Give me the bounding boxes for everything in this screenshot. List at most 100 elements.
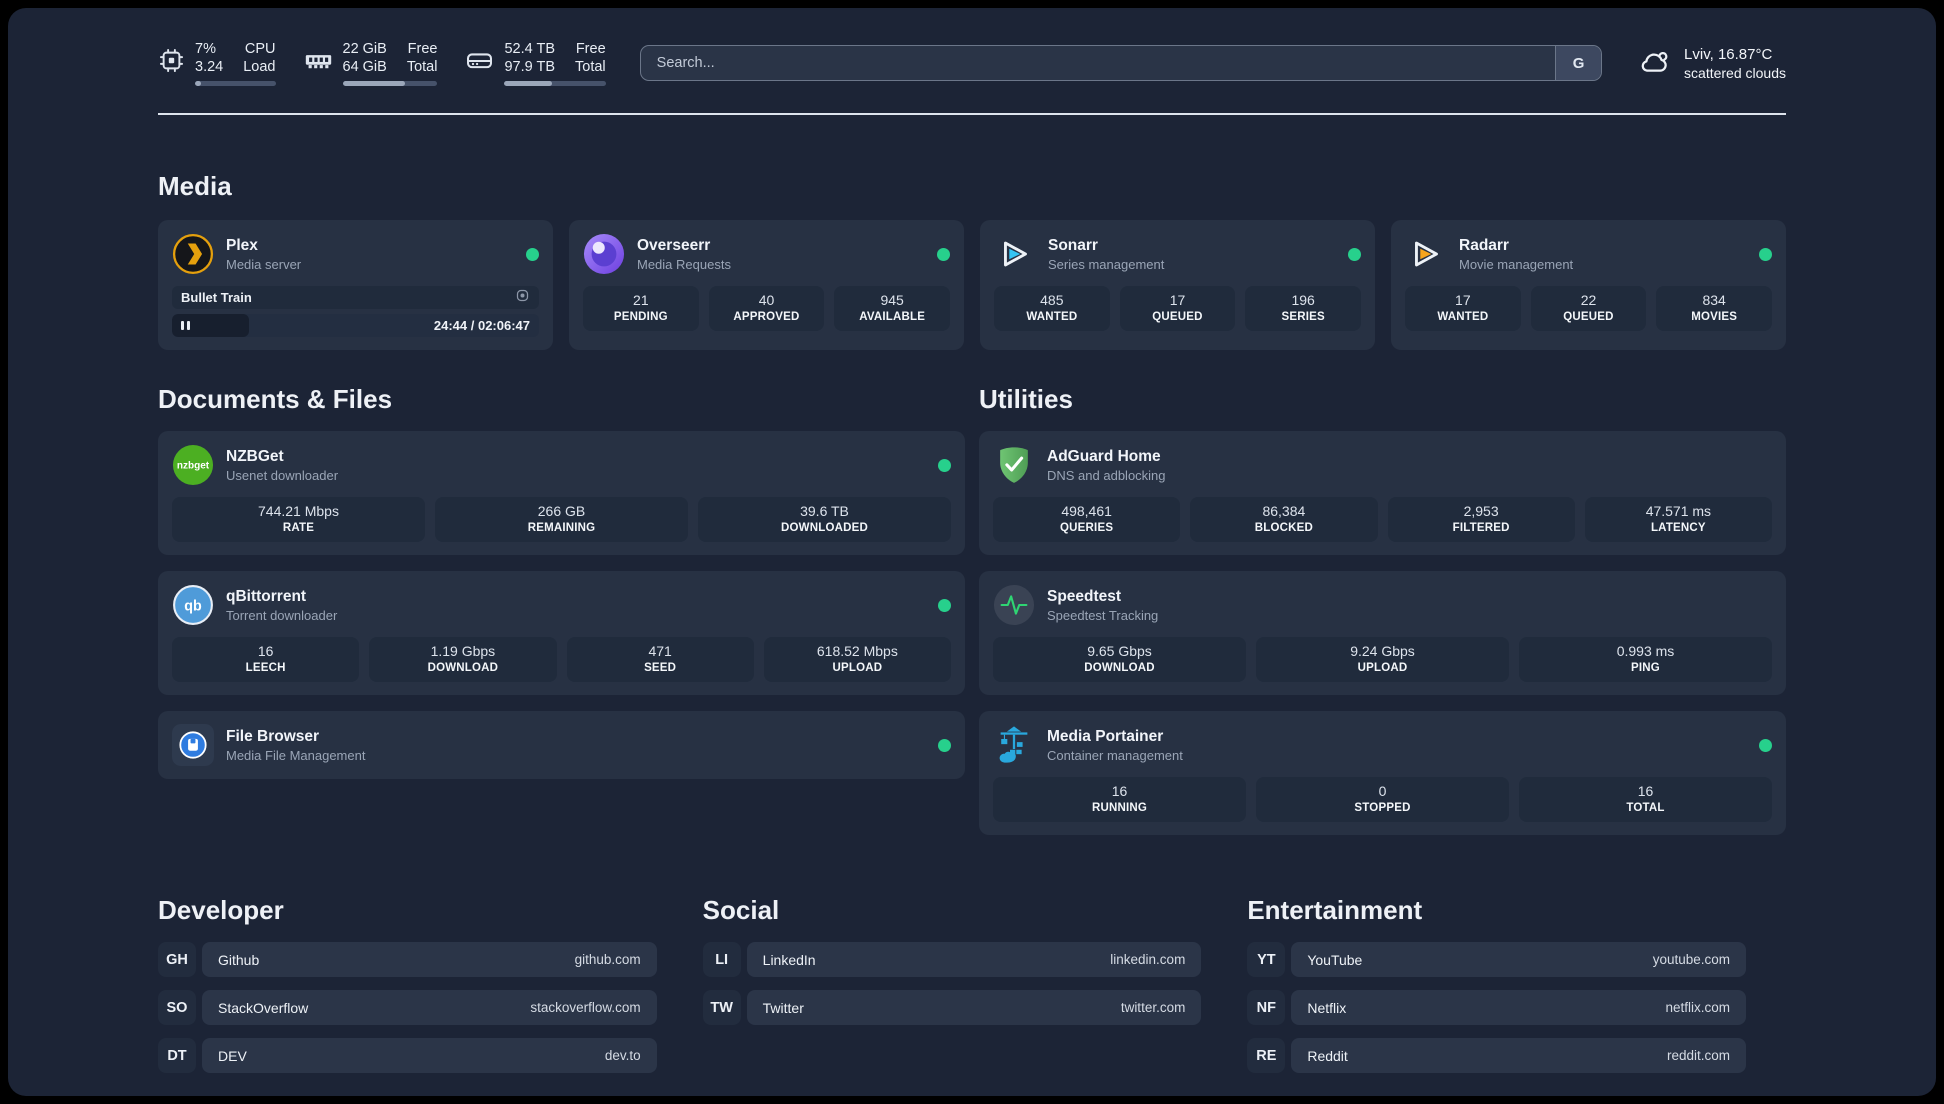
nzbget-app-link[interactable]: nzbget NZBGet Usenet downloader [172,444,938,486]
disk-total-value: 97.9 TB [504,59,556,75]
search-engine-button[interactable]: G [1555,46,1602,80]
stat-queued: 17 QUEUED [1119,286,1236,331]
bookmark-link-netflix[interactable]: NF Netflix netflix.com [1247,990,1746,1025]
disk-drive-icon [465,46,494,80]
bookmark-url: reddit.com [1666,1048,1730,1063]
memory-progress-fill [342,81,406,86]
portainer-card: Media Portainer Container management 16 … [979,711,1786,835]
adguard-card: AdGuard Home DNS and adblocking 498,461 … [979,431,1786,555]
memory-ram-icon [304,46,333,80]
memory-progress-bar [342,81,438,86]
app-title: qBittorrent [226,587,307,605]
app-title: Media Portainer [1047,727,1164,745]
memory-free-label: Free [407,41,438,57]
media-grid: Plex Media server Bullet Train [158,220,1786,350]
app-title: File Browser [226,727,320,745]
cpu-progress-bar [195,81,276,86]
weather-condition: scattered clouds [1684,64,1786,81]
memory-free-value: 22 GiB [342,41,387,57]
bookmark-name: YouTube [1307,951,1363,968]
plex-app-link[interactable]: Plex Media server [172,233,526,275]
cpu-usage-value: 7% [195,41,216,57]
stat-filtered: 2,953 FILTERED [1387,497,1575,542]
status-online-dot [938,458,951,472]
disk-free-label: Free [575,41,606,57]
app-subtitle: Media server [226,256,302,272]
disk-progress-bar [504,81,606,86]
stat-upload: 9.24 Gbps UPLOAD [1256,637,1509,682]
portainer-crane-icon [993,724,1035,766]
overseerr-app-link[interactable]: Overseerr Media Requests [583,233,937,275]
speedtest-pulse-icon [993,584,1035,626]
bookmark-link-twitter[interactable]: TW Twitter twitter.com [702,990,1202,1025]
adguard-app-link[interactable]: AdGuard Home DNS and adblocking [993,444,1772,486]
dashboard-panel: 7% 3.24 CPU Load [8,8,1936,1096]
app-title: Overseerr [637,236,711,254]
bookmark-group-developer: Developer GH Github github.com SO StackO… [158,895,657,1073]
bookmark-link-github[interactable]: GH Github github.com [158,942,657,977]
radarr-card: Radarr Movie management 17 WANTED 22 QUE… [1391,220,1786,350]
stat-wanted: 485 WANTED [994,286,1110,331]
disk-free-value: 52.4 TB [504,41,556,57]
bookmark-url: linkedin.com [1110,952,1186,967]
bookmark-link-stackoverflow[interactable]: SO StackOverflow stackoverflow.com [158,990,657,1025]
speedtest-app-link[interactable]: Speedtest Speedtest Tracking [993,584,1772,626]
speedtest-card: Speedtest Speedtest Tracking 9.65 Gbps D… [979,571,1786,695]
bookmark-link-youtube[interactable]: YT YouTube youtube.com [1247,942,1746,977]
stat-blocked: 86,384 BLOCKED [1190,497,1378,542]
disk-progress-fill [504,81,553,86]
disk-metric: 52.4 TB 97.9 TB Free Total [465,40,606,86]
top-bar: 7% 3.24 CPU Load [158,38,1786,88]
bookmark-url: twitter.com [1120,1000,1186,1015]
bookmark-group-title: Social [702,895,780,925]
stat-series: 196 SERIES [1245,286,1361,331]
sonarr-app-link[interactable]: Sonarr Series management [994,233,1348,275]
player-progress-bar: 24:44 / 02:06:47 [172,314,539,337]
section-title-documents: Documents & Files [158,384,393,414]
app-subtitle: Media Requests [637,256,731,272]
section-title-media: Media [158,171,232,201]
system-metrics: 7% 3.24 CPU Load [158,40,606,86]
sonarr-icon [994,233,1036,275]
bookmark-group-social: Social LI LinkedIn linkedin.com TW Twitt… [702,895,1202,1073]
bookmark-url: github.com [574,952,641,967]
portainer-app-link[interactable]: Media Portainer Container management [993,724,1759,766]
pause-icon [181,321,190,330]
disk-total-label: Total [575,59,606,75]
search-input[interactable] [640,46,1556,80]
radarr-app-link[interactable]: Radarr Movie management [1405,233,1759,275]
stat-download: 1.19 Gbps DOWNLOAD [369,637,557,682]
session-icon[interactable] [515,288,530,308]
bookmark-link-linkedin[interactable]: LI LinkedIn linkedin.com [702,942,1202,977]
stat-rate: 744.21 Mbps RATE [172,497,425,542]
header-divider [158,113,1786,115]
stat-latency: 47.571 ms LATENCY [1584,497,1772,542]
qbittorrent-app-link[interactable]: qb qBittorrent Torrent downloader [172,584,938,626]
filebrowser-app-link[interactable]: File Browser Media File Management [172,724,938,766]
bookmark-name: Github [218,951,260,968]
stat-available: 945 AVAILABLE [834,286,950,331]
cpu-metric: 7% 3.24 CPU Load [158,40,276,86]
qbittorrent-card: qb qBittorrent Torrent downloader [158,571,965,695]
stat-approved: 40 APPROVED [708,286,825,331]
radarr-icon [1405,233,1447,275]
nzbget-card: nzbget NZBGet Usenet downloader [158,431,965,555]
now-playing-title: Bullet Train [181,290,252,305]
search-bar: G [639,45,1603,81]
bookmark-link-dev[interactable]: DT DEV dev.to [158,1038,657,1073]
stat-ping: 0.993 ms PING [1519,637,1772,682]
memory-total-label: Total [406,59,438,75]
documents-column: Documents & Files nzbget [158,384,965,835]
status-online-dot [937,247,950,261]
bookmark-name: Netflix [1307,999,1347,1016]
overseerr-icon [583,233,625,275]
stat-downloaded: 39.6 TB DOWNLOADED [698,497,951,542]
status-online-dot [1759,738,1772,752]
app-title: AdGuard Home [1047,447,1161,465]
stat-leech: 16 LEECH [172,637,360,682]
plex-icon [172,233,214,275]
bookmark-name: StackOverflow [218,999,309,1016]
status-online-dot [526,247,539,261]
bookmark-link-reddit[interactable]: RE Reddit reddit.com [1247,1038,1746,1073]
bookmark-abbr: DT [158,1038,196,1073]
